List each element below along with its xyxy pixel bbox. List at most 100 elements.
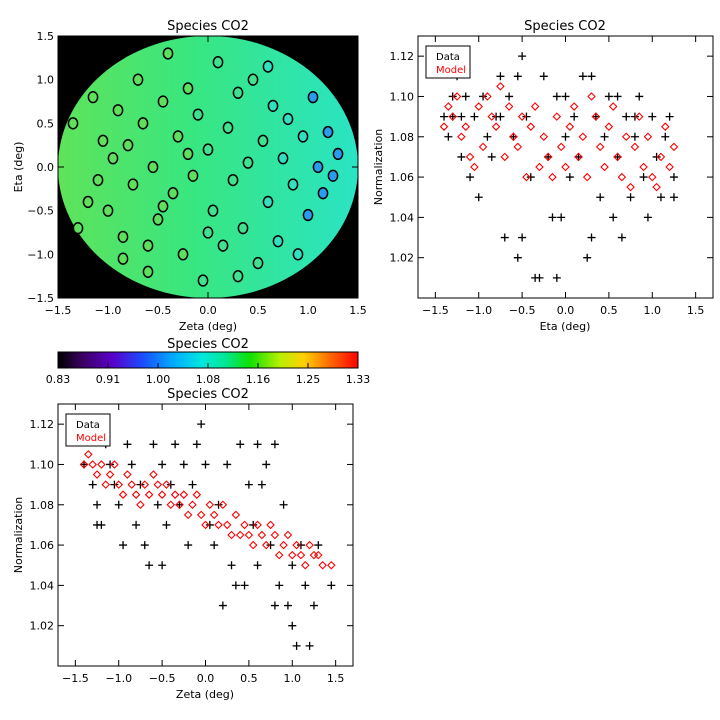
zeta-model-point bbox=[105, 470, 115, 479]
map-station bbox=[182, 147, 194, 161]
zeta-model-point bbox=[183, 510, 193, 520]
map-x-tick-label: 0.0 bbox=[199, 304, 217, 317]
map-station bbox=[247, 73, 259, 86]
map-station bbox=[232, 86, 244, 99]
zeta-data-point bbox=[270, 440, 279, 449]
zeta-model-point bbox=[257, 530, 267, 540]
eta-data-point bbox=[539, 72, 548, 81]
eta-model-point bbox=[665, 162, 674, 172]
zeta-x-ticks: −1.5 −1.0 −0.5 0.0 0.5 1.0 1.5 bbox=[62, 404, 344, 685]
zeta-data-point bbox=[197, 420, 206, 429]
zeta-model-series bbox=[79, 450, 336, 570]
map-station bbox=[172, 130, 184, 143]
map-x-label: Zeta (deg) bbox=[179, 320, 237, 333]
map-station bbox=[242, 156, 254, 169]
map-station bbox=[272, 235, 284, 248]
eta-model-point bbox=[465, 152, 475, 162]
eta-data-series bbox=[440, 52, 678, 282]
eta-model-point bbox=[539, 132, 549, 142]
eta-data-point bbox=[440, 112, 449, 121]
zeta-model-point bbox=[188, 500, 197, 510]
eta-data-point bbox=[496, 112, 505, 121]
eta-x-tick-label: 0.5 bbox=[600, 304, 618, 317]
zeta-data-point bbox=[205, 520, 214, 529]
eta-data-point bbox=[457, 152, 466, 161]
eta-data-point bbox=[587, 72, 596, 81]
eta-model-point bbox=[526, 122, 536, 131]
eta-model-point bbox=[621, 132, 631, 142]
eta-data-point bbox=[509, 132, 518, 141]
eta-y-ticks: 1.02 1.04 1.06 1.08 1.10 1.12 bbox=[390, 50, 713, 265]
zeta-legend: Data Model bbox=[65, 413, 111, 447]
map-station bbox=[137, 117, 149, 130]
eta-model-point bbox=[491, 122, 501, 131]
zeta-model-point bbox=[144, 490, 154, 499]
zeta-x-tick-label: −1.0 bbox=[105, 672, 132, 685]
eta-data-point bbox=[656, 193, 665, 202]
eta-model-point bbox=[578, 132, 588, 142]
map-station bbox=[132, 73, 144, 86]
eta-data-point bbox=[652, 152, 661, 161]
zeta-data-point bbox=[88, 480, 97, 489]
eta-data-point bbox=[600, 132, 609, 141]
zeta-data-point bbox=[166, 480, 175, 489]
zeta-data-series bbox=[80, 420, 336, 650]
map-station bbox=[127, 178, 139, 191]
eta-data-point bbox=[622, 112, 631, 121]
zeta-model-point bbox=[235, 530, 245, 540]
eta-model-point bbox=[561, 162, 570, 172]
zeta-model-point bbox=[192, 490, 202, 499]
zeta-data-point bbox=[257, 480, 266, 489]
eta-data-point bbox=[505, 92, 514, 101]
zeta-model-point bbox=[209, 510, 219, 520]
zeta-model-point bbox=[170, 490, 180, 499]
zeta-title: Species CO2 bbox=[167, 387, 249, 402]
map-station bbox=[307, 90, 319, 104]
map-station bbox=[292, 248, 304, 261]
zeta-model-point bbox=[88, 460, 97, 469]
eta-data-point bbox=[626, 193, 635, 202]
map-station bbox=[232, 270, 244, 283]
eta-legend: Data Model bbox=[425, 45, 471, 79]
eta-model-point bbox=[582, 172, 592, 182]
eta-data-point bbox=[518, 52, 527, 61]
eta-data-point bbox=[483, 132, 492, 141]
map-station bbox=[262, 60, 274, 73]
zeta-model-point bbox=[153, 480, 163, 489]
zeta-data-point bbox=[179, 460, 188, 469]
zeta-model-point bbox=[274, 550, 284, 560]
eta-data-point bbox=[552, 92, 561, 101]
zeta-model-point bbox=[179, 490, 189, 499]
zeta-data-point bbox=[279, 500, 288, 509]
map-station bbox=[82, 195, 94, 209]
zeta-data-point bbox=[218, 601, 227, 610]
eta-data-point bbox=[561, 132, 570, 141]
map-x-tick-label: 1.5 bbox=[349, 304, 367, 317]
eta-data-point bbox=[448, 112, 457, 121]
zeta-model-point bbox=[231, 510, 241, 520]
eta-model-point bbox=[634, 112, 644, 121]
zeta-data-point bbox=[288, 561, 297, 570]
eta-model-point bbox=[461, 122, 470, 131]
eta-x-tick-label: −0.5 bbox=[509, 304, 536, 317]
eta-model-point bbox=[587, 92, 596, 101]
eta-model-point bbox=[639, 162, 648, 172]
zeta-x-tick-label: −1.5 bbox=[62, 672, 89, 685]
zeta-data-point bbox=[249, 520, 258, 529]
eta-data-point bbox=[643, 213, 652, 222]
eta-model-point bbox=[470, 162, 479, 172]
eta-model-point bbox=[556, 142, 566, 152]
zeta-model-point bbox=[140, 480, 150, 489]
zeta-data-point bbox=[210, 541, 219, 550]
map-y-ticks: −1.5 −1.0 −0.5 0.0 0.5 1.0 1.5 bbox=[27, 30, 358, 305]
eta-data-point bbox=[648, 112, 657, 121]
eta-data-point bbox=[474, 193, 483, 202]
map-station bbox=[157, 95, 169, 108]
eta-data-point bbox=[448, 92, 457, 101]
eta-panel: Species CO2 −1.5 −1.0 −0.5 0.0 0.5 1.0 1.5 1.0… bbox=[372, 19, 714, 333]
map-station bbox=[277, 152, 289, 165]
zeta-model-point bbox=[270, 530, 280, 540]
zeta-model-point bbox=[261, 540, 271, 550]
zeta-y-ticks: 1.02 1.04 1.06 1.08 1.10 1.12 bbox=[30, 418, 353, 633]
zeta-model-point bbox=[266, 520, 275, 530]
